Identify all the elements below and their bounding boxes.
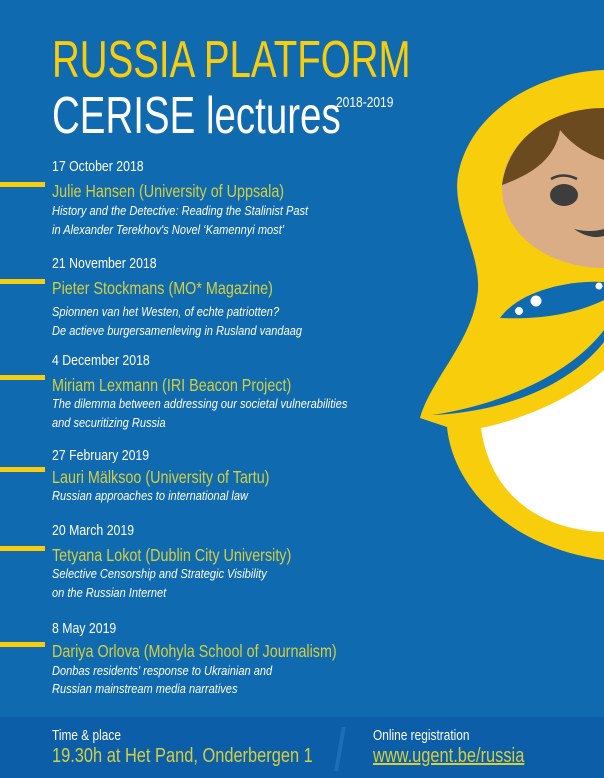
lecture-entry: 17 October 2018 Julie Hansen (University… <box>0 158 420 246</box>
accent-bar <box>0 642 45 647</box>
lecture-description: on the Russian Internet <box>52 585 167 600</box>
lecture-date: 20 March 2019 <box>52 522 135 539</box>
main-title: RUSSIA PLATFORM <box>52 31 411 89</box>
lecture-description: The dilemma between addressing our socie… <box>52 396 348 411</box>
lecture-description: Selective Censorship and Strategic Visib… <box>52 566 267 581</box>
scarf-dot <box>595 282 603 290</box>
accent-bar <box>0 467 45 472</box>
lecture-date: 21 November 2018 <box>52 255 157 272</box>
lecture-entry: 8 May 2019 Dariya Orlova (Mohyla School … <box>0 620 420 708</box>
doll-hair <box>502 108 604 185</box>
subtitle: CERISE lectures <box>52 87 341 145</box>
lecture-speaker: Lauri Mälksoo (University of Tartu) <box>52 467 270 487</box>
lecture-description: Spionnen van het Westen, of echte patrio… <box>52 304 280 319</box>
divider <box>334 727 346 771</box>
lecture-description: in Alexander Terekhov's Novel ‘Kamennyi … <box>52 222 285 237</box>
doll-scarf-line <box>432 330 604 415</box>
lecture-date: 8 May 2019 <box>52 620 117 637</box>
lecture-date: 4 December 2018 <box>52 352 150 369</box>
lecture-speaker: Julie Hansen (University of Uppsala) <box>52 181 285 201</box>
accent-bar <box>0 182 45 187</box>
lecture-description: History and the Detective: Reading the S… <box>52 203 309 218</box>
footer-bar: Time & place 19.30h at Het Pand, Onderbe… <box>0 717 604 778</box>
doll-eyebrow <box>550 174 578 181</box>
scarf-dot <box>515 307 523 315</box>
lecture-description: Donbas residents' response to Ukrainian … <box>52 663 273 678</box>
lecture-description: Russian approaches to international law <box>52 488 248 503</box>
season-years: 2018-2019 <box>336 94 394 111</box>
time-place-value: 19.30h at Het Pand, Onderbergen 1 <box>52 745 313 767</box>
accent-bar <box>0 279 45 284</box>
accent-bar <box>0 546 45 551</box>
lecture-speaker: Miriam Lexmann (IRI Beacon Project) <box>52 375 292 395</box>
lecture-description: and securitizing Russia <box>52 415 166 430</box>
lecture-speaker: Tetyana Lokot (Dublin City University) <box>52 545 292 565</box>
registration-link[interactable]: www.ugent.be/russia <box>373 745 525 767</box>
time-place-label: Time & place <box>52 728 121 744</box>
registration-label: Online registration <box>373 728 470 744</box>
lecture-description: Russian mainstream media narratives <box>52 681 238 696</box>
lecture-date: 27 February 2019 <box>52 447 150 464</box>
lecture-entry: 4 December 2018 Miriam Lexmann (IRI Beac… <box>0 352 420 440</box>
lecture-description: De actieve burgersamenleving in Rusland … <box>52 323 303 338</box>
lecture-speaker: Dariya Orlova (Mohyla School of Journali… <box>52 641 337 661</box>
lecture-entry: 21 November 2018 Pieter Stockmans (MO* M… <box>0 255 420 343</box>
lecture-entry: 20 March 2019 Tetyana Lokot (Dublin City… <box>0 522 420 610</box>
doll-smile <box>574 229 604 238</box>
accent-bar <box>0 375 45 380</box>
lecture-date: 17 October 2018 <box>52 158 144 175</box>
doll-scarf <box>500 281 604 319</box>
scarf-dot <box>530 295 542 307</box>
lecture-speaker: Pieter Stockmans (MO* Magazine) <box>52 278 273 298</box>
lecture-entry: 27 February 2019 Lauri Mälksoo (Universi… <box>0 447 420 535</box>
doll-eye <box>550 184 578 206</box>
doll-belly <box>481 370 604 532</box>
